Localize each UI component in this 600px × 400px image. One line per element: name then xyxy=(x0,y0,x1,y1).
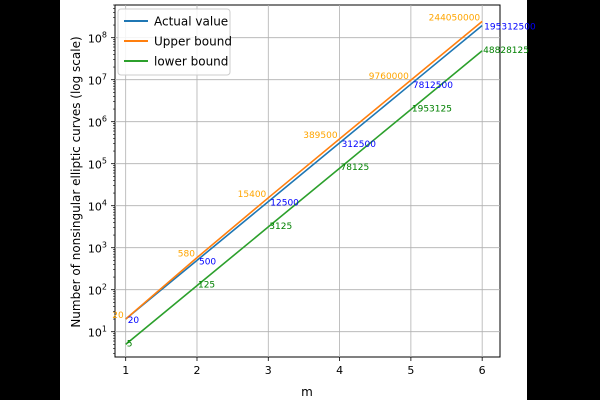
series-line-2 xyxy=(125,50,483,345)
x-tick-label: 6 xyxy=(479,364,486,377)
data-label: 312500 xyxy=(342,140,377,150)
data-label: 125 xyxy=(198,281,215,291)
legend-label-actual: Actual value xyxy=(154,15,228,29)
y-tick-label: 104 xyxy=(88,199,107,214)
grid-layer xyxy=(115,5,500,357)
data-label: 7812500 xyxy=(413,81,453,91)
x-tick-label: 4 xyxy=(336,364,343,377)
data-label: 20 xyxy=(112,311,124,321)
tick-layer: 1 2 3 4 5 6 101 102 103 104 105 106 107 108 xyxy=(88,4,486,377)
x-tick-label: 3 xyxy=(265,364,272,377)
y-tick-label: 107 xyxy=(88,73,107,88)
data-label: 5 xyxy=(127,339,133,349)
series-line-1 xyxy=(125,20,483,320)
x-tick-label: 1 xyxy=(122,364,129,377)
legend-label-upper: Upper bound xyxy=(154,35,232,49)
data-label: 195312500 xyxy=(484,22,536,32)
data-label: 500 xyxy=(199,257,216,267)
y-tick-label: 102 xyxy=(88,283,107,298)
data-label: 12500 xyxy=(270,199,299,209)
y-tick-label: 108 xyxy=(88,31,107,46)
data-label: 244050000 xyxy=(429,13,481,23)
legend: Actual value Upper bound lower bound xyxy=(117,8,232,76)
data-label: 78125 xyxy=(341,163,370,173)
data-label: 9760000 xyxy=(369,72,409,82)
y-tick-label: 101 xyxy=(88,325,107,340)
x-axis-label: m xyxy=(301,385,313,399)
data-label: 20 xyxy=(128,316,140,326)
data-label: 1953125 xyxy=(412,104,452,114)
series-line-0 xyxy=(125,24,483,320)
x-tick-label: 2 xyxy=(193,364,200,377)
legend-label-lower: lower bound xyxy=(154,55,228,69)
data-label: 15400 xyxy=(238,190,267,200)
y-tick-label: 106 xyxy=(88,115,107,130)
point-label-layer: 20 500 12500 312500 7812500 195312500 20 580 154… xyxy=(112,13,536,349)
data-label: 389500 xyxy=(303,131,338,141)
y-tick-label: 103 xyxy=(88,241,107,256)
data-label: 48828125 xyxy=(483,46,529,56)
y-axis-label: Number of nonsingular elliptic curves (l… xyxy=(69,36,83,327)
series-layer xyxy=(125,20,483,345)
legend-box xyxy=(117,8,231,76)
data-label: 3125 xyxy=(269,222,292,232)
x-tick-label: 5 xyxy=(407,364,414,377)
data-label: 580 xyxy=(178,250,195,260)
y-tick-label: 105 xyxy=(88,157,107,172)
